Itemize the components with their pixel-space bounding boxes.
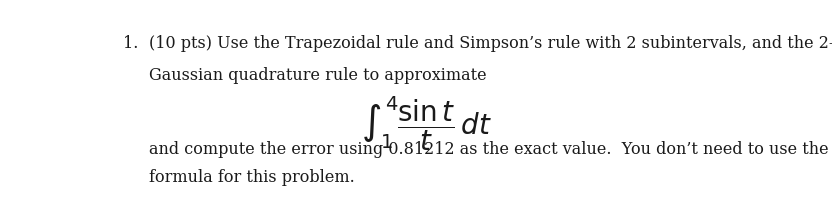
Text: $\int_{1}^{4} \dfrac{\sin t}{t}\, dt$: $\int_{1}^{4} \dfrac{\sin t}{t}\, dt$ — [361, 95, 492, 153]
Text: Gaussian quadrature rule to approximate: Gaussian quadrature rule to approximate — [149, 67, 487, 84]
Text: formula for this problem.: formula for this problem. — [149, 169, 355, 186]
Text: 1.: 1. — [123, 35, 139, 52]
Text: (10 pts) Use the Trapezoidal rule and Simpson’s rule with 2 subintervals, and th: (10 pts) Use the Trapezoidal rule and Si… — [149, 35, 832, 52]
Text: and compute the error using 0.81212 as the exact value.  You don’t need to use t: and compute the error using 0.81212 as t… — [149, 141, 832, 158]
